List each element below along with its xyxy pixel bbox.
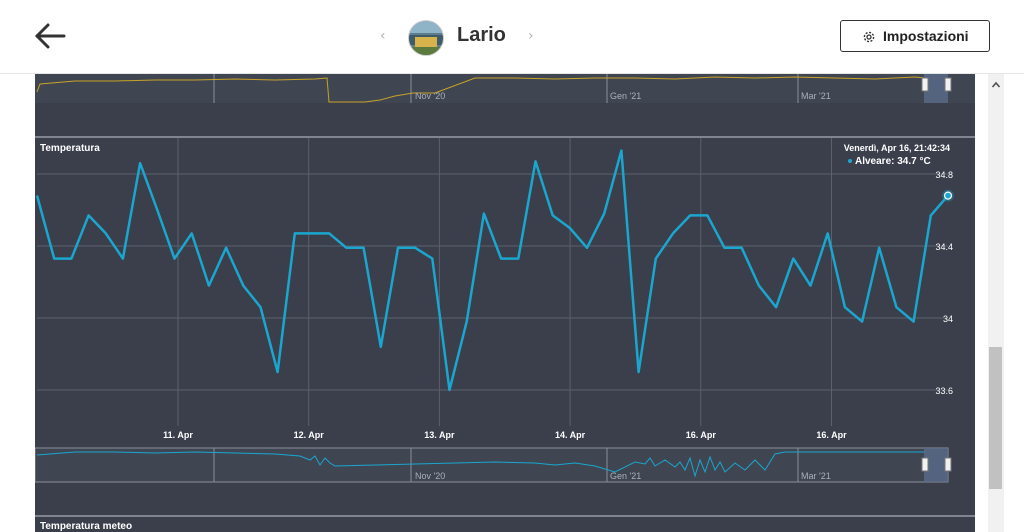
x-tick-label: 16. Apr bbox=[686, 430, 717, 440]
x-tick-label: 14. Apr bbox=[555, 430, 586, 440]
charts-panel: Nov '20 Gen '21 Mar '21 Temperatura 34.8… bbox=[34, 74, 975, 532]
top-navigator[interactable]: Nov '20 Gen '21 Mar '21 bbox=[35, 74, 975, 103]
bottom-navigator-line bbox=[36, 451, 926, 478]
series-line bbox=[35, 149, 949, 392]
top-nav-label: Gen '21 bbox=[610, 91, 641, 101]
top-navigator-line bbox=[36, 76, 927, 103]
y-axis-ticks: 34.8 34.4 34 33.6 bbox=[935, 170, 953, 396]
top-navigator-handle-right[interactable] bbox=[944, 77, 952, 92]
bottom-navigator[interactable]: Nov '20 Gen '21 Mar '21 bbox=[34, 447, 952, 483]
x-tick-label: 12. Apr bbox=[294, 430, 325, 440]
chart-title: Temperatura bbox=[40, 143, 100, 154]
temperature-chart[interactable]: Temperatura 34.8 34.4 34 33.6 11. Apr 12. Ap… bbox=[35, 138, 954, 440]
gear-icon bbox=[863, 31, 875, 43]
bottom-nav-label: Mar '21 bbox=[801, 471, 831, 481]
bottom-navigator-bg bbox=[34, 447, 949, 483]
top-navigator-bg bbox=[35, 74, 975, 103]
chevron-left-icon[interactable]: ‹ bbox=[380, 28, 386, 44]
hover-marker bbox=[943, 191, 953, 200]
settings-label: Impostazioni bbox=[883, 28, 969, 44]
x-tick-label: 13. Apr bbox=[424, 430, 455, 440]
series-alveare bbox=[35, 149, 954, 392]
charts-area[interactable]: Nov '20 Gen '21 Mar '21 Temperatura 34.8… bbox=[0, 74, 988, 532]
next-section-title: Temperatura meteo bbox=[40, 521, 132, 532]
top-navigator-handle-left[interactable] bbox=[921, 77, 929, 92]
x-tick-label: 16. Apr bbox=[816, 430, 847, 440]
settings-button[interactable]: Impostazioni bbox=[840, 20, 990, 52]
x-axis-ticks: 11. Apr 12. Apr 13. Apr 14. Apr 16. Apr 16. A… bbox=[163, 430, 847, 440]
page-scrollbar[interactable] bbox=[988, 74, 1004, 532]
tooltip-date: Venerdì, Apr 16, 21:42:34 bbox=[844, 143, 950, 153]
top-bar: ‹ Lario › Impostazioni bbox=[0, 0, 1024, 74]
y-tick-label: 33.6 bbox=[935, 386, 953, 396]
top-nav-label: Mar '21 bbox=[801, 91, 831, 101]
y-tick-label: 34.8 bbox=[935, 170, 953, 180]
chevron-right-icon[interactable]: › bbox=[528, 28, 534, 44]
tooltip-value: Alveare: 34.7 °C bbox=[855, 156, 931, 167]
top-nav-label: Nov '20 bbox=[415, 91, 445, 101]
hive-avatar bbox=[408, 20, 444, 56]
y-tick-label: 34 bbox=[943, 314, 953, 324]
x-tick-label: 11. Apr bbox=[163, 430, 193, 440]
bottom-nav-label: Nov '20 bbox=[415, 471, 445, 481]
bottom-navigator-handle-right[interactable] bbox=[944, 457, 952, 472]
bottom-navigator-handle-left[interactable] bbox=[921, 457, 929, 472]
chart-grid bbox=[37, 138, 948, 426]
tooltip-series-dot bbox=[848, 159, 852, 163]
charts-svg: Nov '20 Gen '21 Mar '21 Temperatura 34.8… bbox=[34, 74, 975, 532]
bottom-nav-label: Gen '21 bbox=[610, 471, 641, 481]
y-tick-label: 34.4 bbox=[935, 242, 953, 252]
page-title: Lario bbox=[457, 24, 506, 46]
back-arrow-icon[interactable] bbox=[34, 22, 66, 50]
scroll-up-icon[interactable] bbox=[991, 80, 1001, 90]
scrollbar-thumb[interactable] bbox=[989, 347, 1002, 489]
chart-tooltip: Venerdì, Apr 16, 21:42:34 Alveare: 34.7 … bbox=[844, 143, 950, 167]
